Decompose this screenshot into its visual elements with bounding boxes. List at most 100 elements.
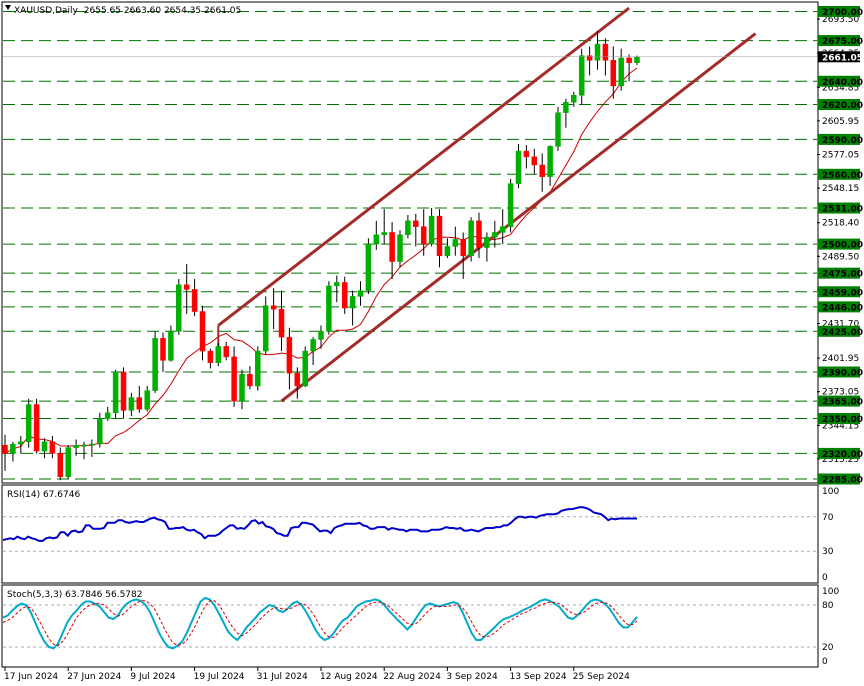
candle-body [373,234,380,245]
candle-body [65,447,71,477]
candle-body [270,305,277,310]
candle-body [18,441,24,445]
level-label-bg [818,473,860,485]
stochastic-panel[interactable]: 100 80 20 0 Stoch(5,3,3) 63.7846 56.5782 [1,584,839,668]
oscillator-tick-label: 30 [822,547,834,557]
candle-body [436,215,443,256]
rsi-panel[interactable]: 100 70 30 0 RSI(14) 67.6746 [1,484,839,584]
candle-body [255,350,261,387]
stochastic-levels [3,604,817,648]
oscillator-line [2,600,638,647]
oscillator-tick-label: 100 [822,487,839,497]
candle-body [97,418,103,445]
time-tick-label: 31 Jul 2024 [257,672,308,682]
time-tick-label: 12 Aug 2024 [320,672,378,682]
candle-body [397,234,403,262]
candle-body [389,232,395,262]
chart-menu-icon[interactable] [5,5,11,10]
candle-body [341,282,348,309]
candle-body [136,397,143,410]
price-tick-label: 2693.50 [822,15,859,25]
channel-lower-line[interactable] [280,32,757,403]
candle-body [571,94,577,103]
candle-body [555,112,561,147]
level-label: 2640.00 [822,78,863,88]
candle-body [176,284,182,332]
candle-body [286,336,293,374]
level-label-bg [818,99,860,111]
candles [2,31,640,481]
candle-body [160,338,166,361]
time-tick-label: 22 Aug 2024 [383,672,441,682]
candle-body [586,55,593,61]
time-tick-label: 9 Jul 2024 [130,672,175,682]
level-label: 2320.00 [822,450,863,460]
candle-body [223,346,229,358]
candle-body [626,57,632,63]
candle-body [468,220,474,256]
chart-header: XAUUSD,Daily 2655.65 2663.60 2654.35 2661… [14,6,241,16]
candle-body [499,226,506,233]
candle-body [215,346,222,363]
candle-body [618,57,624,87]
candle-body [33,404,40,452]
rsi-header: RSI(14) 67.6746 [7,490,80,500]
price-tick-label: 2605.95 [822,117,859,127]
candle-body [539,164,545,177]
oscillator-tick-label: 20 [822,643,834,653]
level-label-bg [818,267,860,279]
rsi-line [2,506,637,542]
level-label-bg [818,286,860,298]
candle-body [104,412,111,419]
candle-body [207,350,214,363]
current-price-bg [818,51,860,63]
channel-upper-line[interactable] [217,6,631,327]
candle-body [507,183,514,227]
candle-body [492,232,498,238]
level-label-bg [818,238,860,250]
candle-body [191,289,198,312]
price-tick-label: 2344.15 [822,421,859,431]
candle-body [444,246,451,256]
level-label: 2560.00 [822,171,863,181]
level-label-bg [818,395,860,407]
candle-body [484,236,490,248]
candle-body [563,101,569,113]
level-label-bg [818,5,860,17]
price-tick-label: 2431.70 [822,320,859,330]
candle-body [634,56,640,63]
price-tick-label: 2548.15 [822,184,859,194]
candle-body [231,356,237,402]
candle-body [476,220,482,248]
candle-body [413,220,419,227]
candle-body [357,290,364,297]
candle-body [247,374,253,387]
time-tick-label: 3 Sep 2024 [446,672,498,682]
candle-body [128,397,135,411]
candle-body [73,445,79,448]
level-label: 2590.00 [822,136,863,146]
candle-body [610,60,617,87]
candle-body [515,150,522,184]
oscillator-tick-label: 100 [822,587,839,597]
candle-body [381,232,387,236]
rsi-levels [3,516,817,552]
level-label: 2350.00 [822,415,863,425]
level-label-bg [818,301,860,313]
candle-body [531,156,538,166]
candle-body [2,445,8,454]
candle-body [310,339,316,352]
price-tick-label: 2577.05 [822,150,859,160]
oscillator-tick-label: 0 [822,573,828,583]
candle-body [41,441,48,452]
level-label: 2500.00 [822,241,863,251]
candle-body [262,305,269,352]
candle-body [25,404,32,443]
candle-body [452,239,459,247]
candle-body [547,146,553,177]
price-panel[interactable]: 2693.502664.352634.852605.952577.052548.… [1,1,863,486]
level-label-bg [818,133,860,145]
time-tick-label: 19 Jul 2024 [194,672,245,682]
level-label-bg [818,325,860,337]
